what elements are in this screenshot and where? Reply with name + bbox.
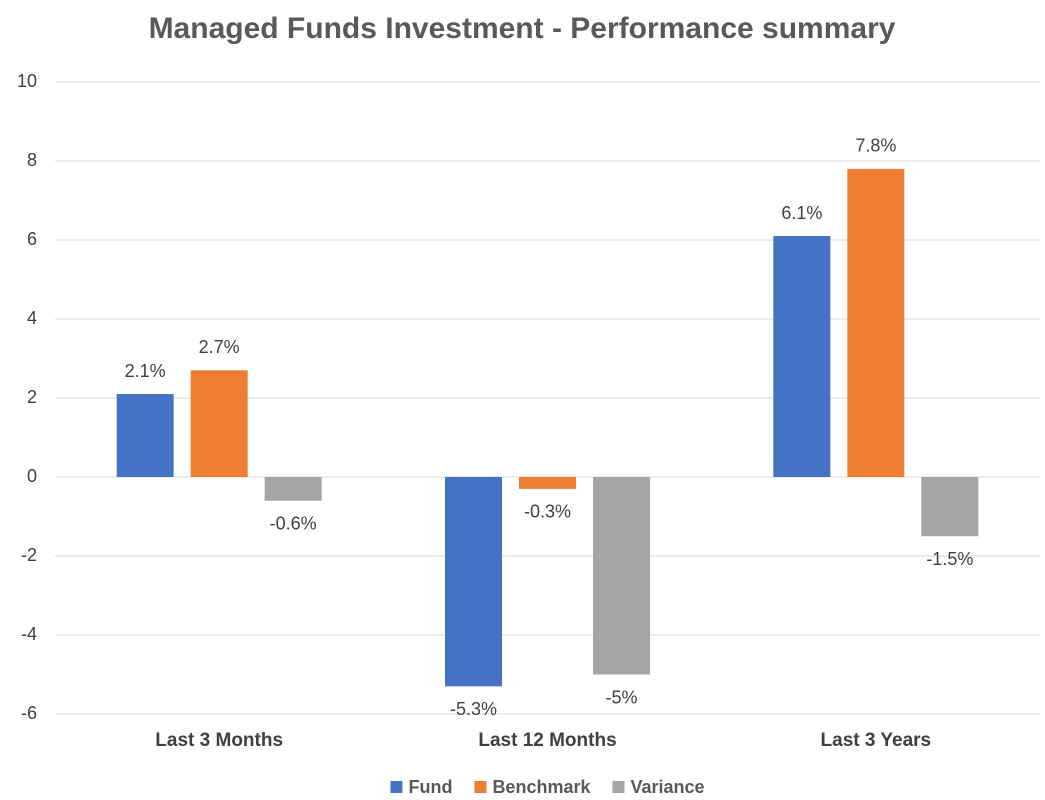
data-label: -0.6% [270, 513, 317, 533]
data-label: -5% [605, 687, 637, 707]
legend-label: Fund [408, 777, 452, 797]
y-tick-label: -6 [21, 703, 37, 723]
legend-swatch [390, 781, 403, 793]
data-label: -1.5% [926, 549, 973, 569]
bar [116, 394, 174, 477]
bar [847, 168, 905, 477]
legend-label: Benchmark [492, 777, 591, 797]
y-tick-label: 8 [27, 150, 37, 170]
y-tick-label: -4 [21, 624, 37, 644]
data-label: 2.7% [199, 337, 240, 357]
legend-label: Variance [630, 777, 704, 797]
x-tick-label: Last 3 Years [821, 730, 932, 751]
y-tick-label: 4 [27, 308, 37, 328]
bar [773, 236, 831, 477]
data-label: 7.8% [855, 136, 896, 156]
y-tick-label: -2 [21, 545, 37, 565]
legend-swatch [474, 781, 487, 793]
x-tick-label: Last 3 Months [155, 730, 283, 751]
x-tick-label: Last 12 Months [478, 730, 616, 751]
y-tick-label: 0 [27, 466, 37, 486]
bar [593, 477, 650, 675]
data-label: 6.1% [781, 203, 822, 223]
y-tick-label: 2 [27, 387, 37, 407]
chart-title: Managed Funds Investment - Performance s… [149, 12, 896, 45]
data-label: -5.3% [450, 699, 497, 719]
bar [264, 477, 322, 501]
bar [519, 477, 576, 489]
legend-swatch [612, 781, 625, 793]
y-tick-label: 6 [27, 229, 37, 249]
bar [190, 370, 248, 477]
bar [921, 477, 979, 537]
bar [445, 477, 502, 687]
data-label: 2.1% [125, 361, 166, 381]
data-label: -0.3% [524, 502, 571, 522]
y-tick-label: 10 [17, 71, 37, 91]
